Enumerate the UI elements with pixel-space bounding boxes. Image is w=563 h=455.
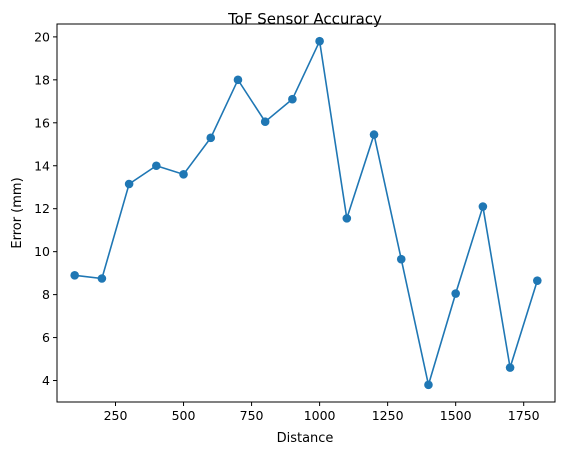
x-tick-label: 1500 [440, 408, 472, 423]
data-point [206, 133, 216, 143]
y-tick-label: 12 [34, 201, 50, 216]
data-point [396, 254, 406, 264]
data-point [451, 289, 460, 298]
y-tick-label: 18 [34, 72, 50, 87]
y-tick-label: 10 [34, 244, 50, 259]
chart-title: ToF Sensor Accuracy [227, 10, 382, 28]
data-point [424, 380, 433, 390]
x-tick-label: 500 [172, 408, 196, 423]
y-tick-label: 8 [42, 287, 50, 302]
x-tick-label: 1750 [508, 408, 540, 423]
x-tick-label: 250 [104, 408, 128, 423]
y-axis-ticks: 4 6 8 10 12 14 16 18 20 [34, 29, 57, 388]
y-tick-label: 14 [34, 158, 50, 173]
data-point [505, 363, 515, 372]
data-points [70, 36, 542, 390]
x-tick-label: 1000 [304, 408, 336, 423]
data-point [152, 161, 161, 171]
data-point [315, 36, 324, 46]
data-point [260, 117, 270, 127]
data-point [533, 276, 542, 285]
y-axis-label: Error (mm) [10, 177, 25, 248]
y-tick-label: 16 [34, 115, 50, 130]
data-point [478, 202, 488, 211]
data-point [342, 214, 352, 223]
x-tick-label: 750 [240, 408, 264, 423]
series-line [74, 38, 539, 386]
y-tick-label: 6 [42, 330, 50, 345]
y-tick-label: 4 [42, 373, 50, 388]
y-tick-label: 20 [34, 29, 50, 44]
x-tick-label: 1250 [372, 408, 404, 423]
data-point [70, 270, 79, 280]
data-point [288, 94, 297, 104]
data-point [369, 130, 379, 139]
data-point [233, 75, 243, 85]
data-point [179, 170, 188, 179]
data-point [97, 274, 107, 283]
plot-area [56, 23, 556, 403]
data-point [124, 179, 134, 189]
x-axis-ticks: 250 500 750 1000 1250 1500 1750 [104, 402, 540, 423]
x-axis-label: Distance [277, 431, 334, 446]
